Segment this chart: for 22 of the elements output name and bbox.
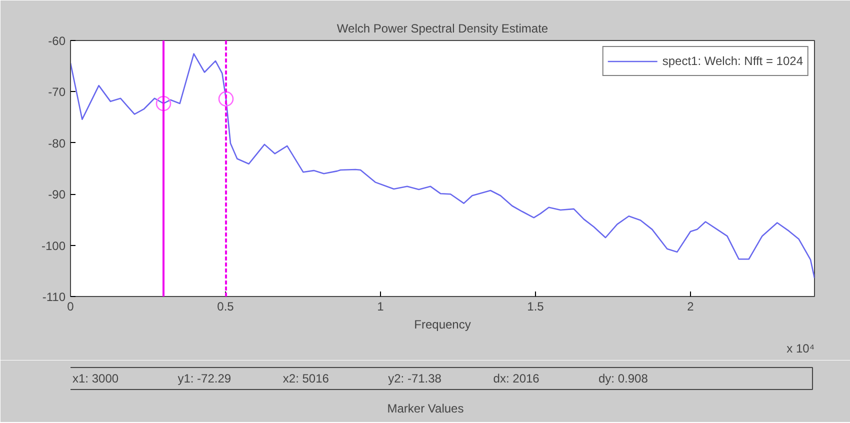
chart-title: Welch Power Spectral Density Estimate xyxy=(336,22,548,36)
legend-label: spect1: Welch: Nfft = 1024 xyxy=(662,54,803,68)
x-axis-title: Frequency xyxy=(414,318,471,332)
text: x 10⁴ xyxy=(786,342,815,356)
y-tick-label: -90 xyxy=(48,188,66,202)
text: y2: -71.38 xyxy=(388,372,442,386)
y-tick-label: -110 xyxy=(42,290,66,304)
text: x2: 5016 xyxy=(282,372,330,386)
text: dx: 2016 xyxy=(493,372,540,386)
text: y1: -72.29 xyxy=(178,372,232,386)
y-tick-label: -70 xyxy=(48,85,66,100)
text: x1: 3000 xyxy=(72,372,119,386)
y-tick-label: -80 xyxy=(48,136,66,150)
x-tick-label: 0 xyxy=(67,300,74,314)
text: dy: 0.908 xyxy=(598,372,648,386)
x-tick-label: 1.5 xyxy=(527,300,544,314)
y-tick-label: -100 xyxy=(41,238,66,253)
text: Marker Values xyxy=(387,402,464,416)
x-tick-label: 0.5 xyxy=(217,300,234,314)
x-tick-label: 1 xyxy=(377,300,384,314)
y-tick-label: -60 xyxy=(48,34,66,48)
x-tick-label: 2 xyxy=(687,300,694,314)
